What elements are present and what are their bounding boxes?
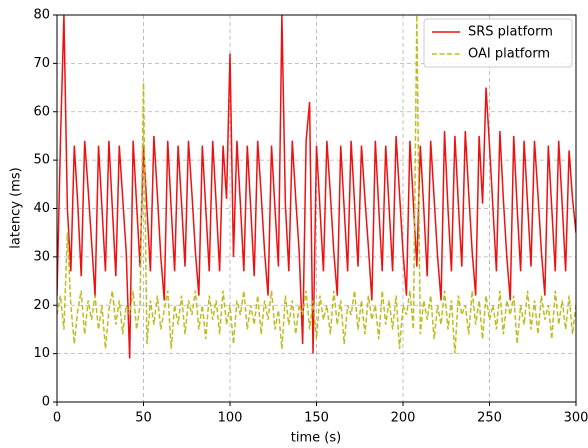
y-axis-label: latency (ms) — [9, 167, 24, 248]
x-tick-label: 200 — [391, 411, 416, 426]
legend-label: SRS platform — [468, 25, 553, 40]
y-tick-label: 60 — [33, 104, 50, 119]
y-tick-label: 10 — [33, 346, 50, 361]
series-line — [57, 15, 576, 354]
plot-frame — [56, 14, 577, 403]
x-tick-label: 300 — [564, 411, 588, 426]
x-tick-label: 250 — [477, 411, 502, 426]
y-tick-label: 20 — [33, 298, 50, 313]
x-tick-label: 50 — [135, 411, 152, 426]
y-tick-label: 50 — [33, 153, 50, 168]
plot-lines — [57, 15, 576, 359]
y-tick-label: 0 — [42, 395, 50, 410]
x-tick-label: 0 — [53, 411, 61, 426]
legend-label: OAI platform — [468, 47, 550, 62]
y-tick-label: 70 — [33, 56, 50, 71]
x-tick-label: 100 — [218, 411, 243, 426]
y-tick-label: 40 — [33, 201, 50, 216]
y-tick-label: 30 — [33, 249, 50, 264]
legend-box — [423, 18, 573, 68]
series-line — [57, 15, 576, 359]
x-axis-label: time (s) — [291, 431, 341, 446]
y-tick-label: 80 — [33, 8, 50, 23]
x-tick-label: 150 — [304, 411, 329, 426]
